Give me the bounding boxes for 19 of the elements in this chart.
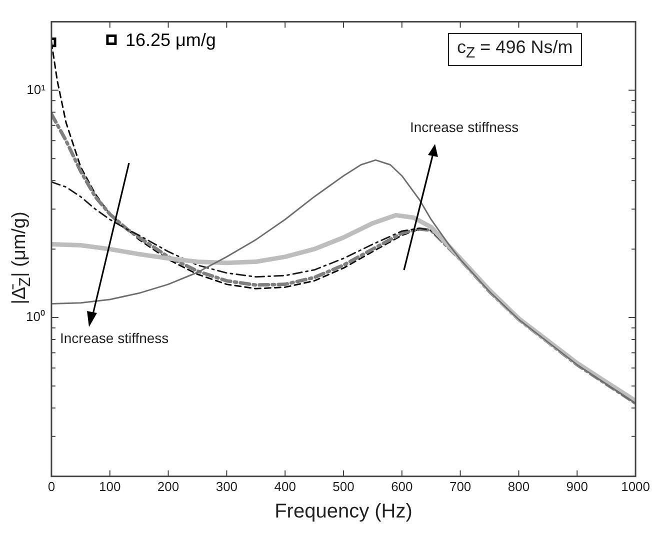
annotation: c$_{Z}$ = 496 Ns/m [448, 33, 582, 66]
x-tick-label: 600 [391, 478, 413, 494]
x-axis-title: Frequency (Hz) [274, 500, 412, 523]
annotation: Increase stiffness [60, 330, 169, 346]
legend-label: 16.25 μm/g [125, 30, 216, 50]
line-series [51, 112, 636, 405]
x-tick-label: 100 [99, 478, 121, 494]
x-tick-label: 300 [216, 478, 238, 494]
x-tick-label: 900 [566, 478, 588, 494]
y-tick-label: 10⁰ [26, 309, 46, 324]
x-tick-label: 800 [508, 478, 530, 494]
x-tick-label: 0 [48, 478, 56, 494]
x-tick-label: 200 [157, 478, 180, 494]
annotation: Increase stiffness [410, 119, 519, 135]
x-tick-label: 1000 [621, 478, 650, 494]
x-tick-label: 500 [332, 478, 354, 494]
y-tick-label: 10¹ [26, 82, 46, 97]
x-tick-label: 400 [274, 478, 296, 494]
x-tick-label: 700 [449, 478, 472, 494]
